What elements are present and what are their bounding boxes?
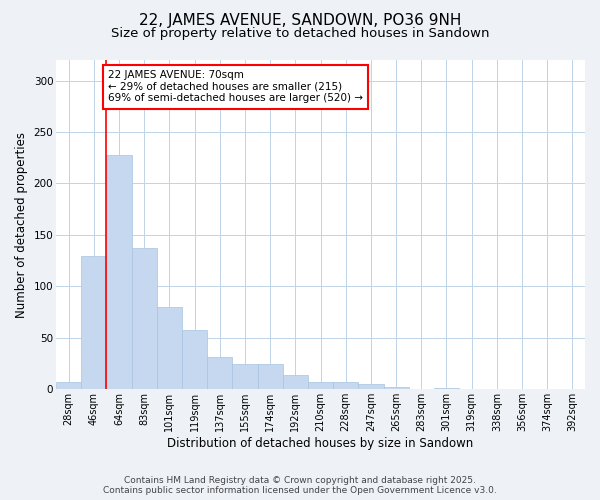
Bar [106, 154, 131, 390]
Bar [182, 330, 207, 390]
Text: Contains HM Land Registry data © Crown copyright and database right 2025.
Contai: Contains HM Land Registry data © Crown c… [103, 476, 497, 495]
Bar [333, 382, 358, 390]
Bar [131, 248, 157, 390]
X-axis label: Distribution of detached houses by size in Sandown: Distribution of detached houses by size … [167, 437, 473, 450]
Text: 22 JAMES AVENUE: 70sqm
← 29% of detached houses are smaller (215)
69% of semi-de: 22 JAMES AVENUE: 70sqm ← 29% of detached… [108, 70, 363, 104]
Bar [207, 358, 232, 390]
Bar [358, 384, 383, 390]
Text: 22, JAMES AVENUE, SANDOWN, PO36 9NH: 22, JAMES AVENUE, SANDOWN, PO36 9NH [139, 12, 461, 28]
Bar [383, 387, 409, 390]
Bar [283, 375, 308, 390]
Bar [81, 256, 106, 390]
Bar [157, 307, 182, 390]
Bar [257, 364, 283, 390]
Text: Size of property relative to detached houses in Sandown: Size of property relative to detached ho… [111, 28, 489, 40]
Bar [232, 364, 257, 390]
Bar [308, 382, 333, 390]
Bar [56, 382, 81, 390]
Y-axis label: Number of detached properties: Number of detached properties [15, 132, 28, 318]
Bar [434, 388, 459, 390]
